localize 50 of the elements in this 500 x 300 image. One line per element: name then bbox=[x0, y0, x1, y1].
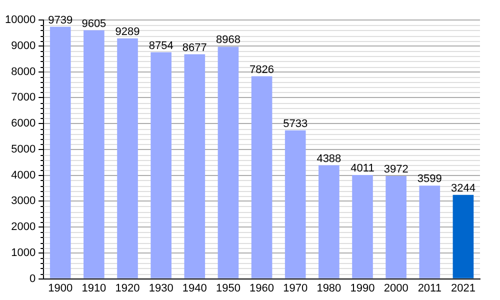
bar bbox=[84, 30, 104, 278]
bar bbox=[117, 38, 138, 278]
y-tick-label: 10000 bbox=[4, 14, 36, 26]
data-label: 9289 bbox=[115, 26, 140, 38]
data-label: 3244 bbox=[450, 182, 476, 194]
x-tick-label: 2021 bbox=[450, 282, 476, 294]
bar bbox=[251, 76, 272, 278]
bar bbox=[452, 194, 474, 278]
y-tick-label: 9000 bbox=[11, 40, 36, 52]
y-tick-label: 6000 bbox=[11, 118, 36, 130]
bar bbox=[419, 186, 440, 278]
data-label: 8754 bbox=[148, 40, 174, 52]
y-tick-label: 7000 bbox=[11, 92, 36, 104]
data-label: 4011 bbox=[350, 162, 374, 175]
x-tick-label: 1900 bbox=[48, 282, 73, 294]
x-tick-label: 2011 bbox=[418, 282, 442, 294]
data-label: 9605 bbox=[82, 18, 106, 30]
bar bbox=[50, 26, 71, 278]
x-tick-label: 2000 bbox=[384, 282, 408, 294]
y-tick-label: 3000 bbox=[11, 195, 36, 208]
y-tick-label: 8000 bbox=[11, 66, 36, 78]
bar bbox=[184, 54, 206, 278]
bar bbox=[150, 52, 172, 278]
bar bbox=[318, 165, 340, 278]
y-tick-label: 5000 bbox=[11, 143, 36, 156]
x-tick-label: 1910 bbox=[82, 282, 106, 294]
data-label: 5733 bbox=[283, 118, 308, 130]
y-tick-label: 1000 bbox=[11, 246, 36, 259]
x-tick-label: 1990 bbox=[350, 282, 375, 294]
x-tick-label: 1930 bbox=[148, 282, 174, 294]
data-label: 8677 bbox=[182, 42, 207, 54]
x-tick-label: 1950 bbox=[216, 282, 240, 294]
y-tick-label: 4000 bbox=[11, 169, 36, 182]
x-tick-label: 1940 bbox=[182, 282, 207, 294]
data-label: 7826 bbox=[250, 64, 274, 76]
data-label: 8968 bbox=[216, 34, 240, 46]
bar bbox=[352, 174, 373, 278]
y-tick-label: 2000 bbox=[11, 221, 36, 234]
x-tick-label: 1960 bbox=[250, 282, 274, 294]
bar bbox=[218, 46, 239, 278]
bar bbox=[284, 130, 306, 278]
data-label: 4388 bbox=[316, 152, 342, 165]
x-tick-label: 1920 bbox=[115, 282, 140, 294]
data-label: 3972 bbox=[384, 164, 408, 176]
x-tick-label: 1970 bbox=[283, 282, 308, 294]
y-tick-label: 0 bbox=[29, 272, 36, 285]
data-label: 9739 bbox=[48, 14, 73, 26]
data-label: 3599 bbox=[417, 173, 442, 186]
bar bbox=[386, 176, 406, 278]
x-tick-label: 1980 bbox=[316, 282, 342, 294]
